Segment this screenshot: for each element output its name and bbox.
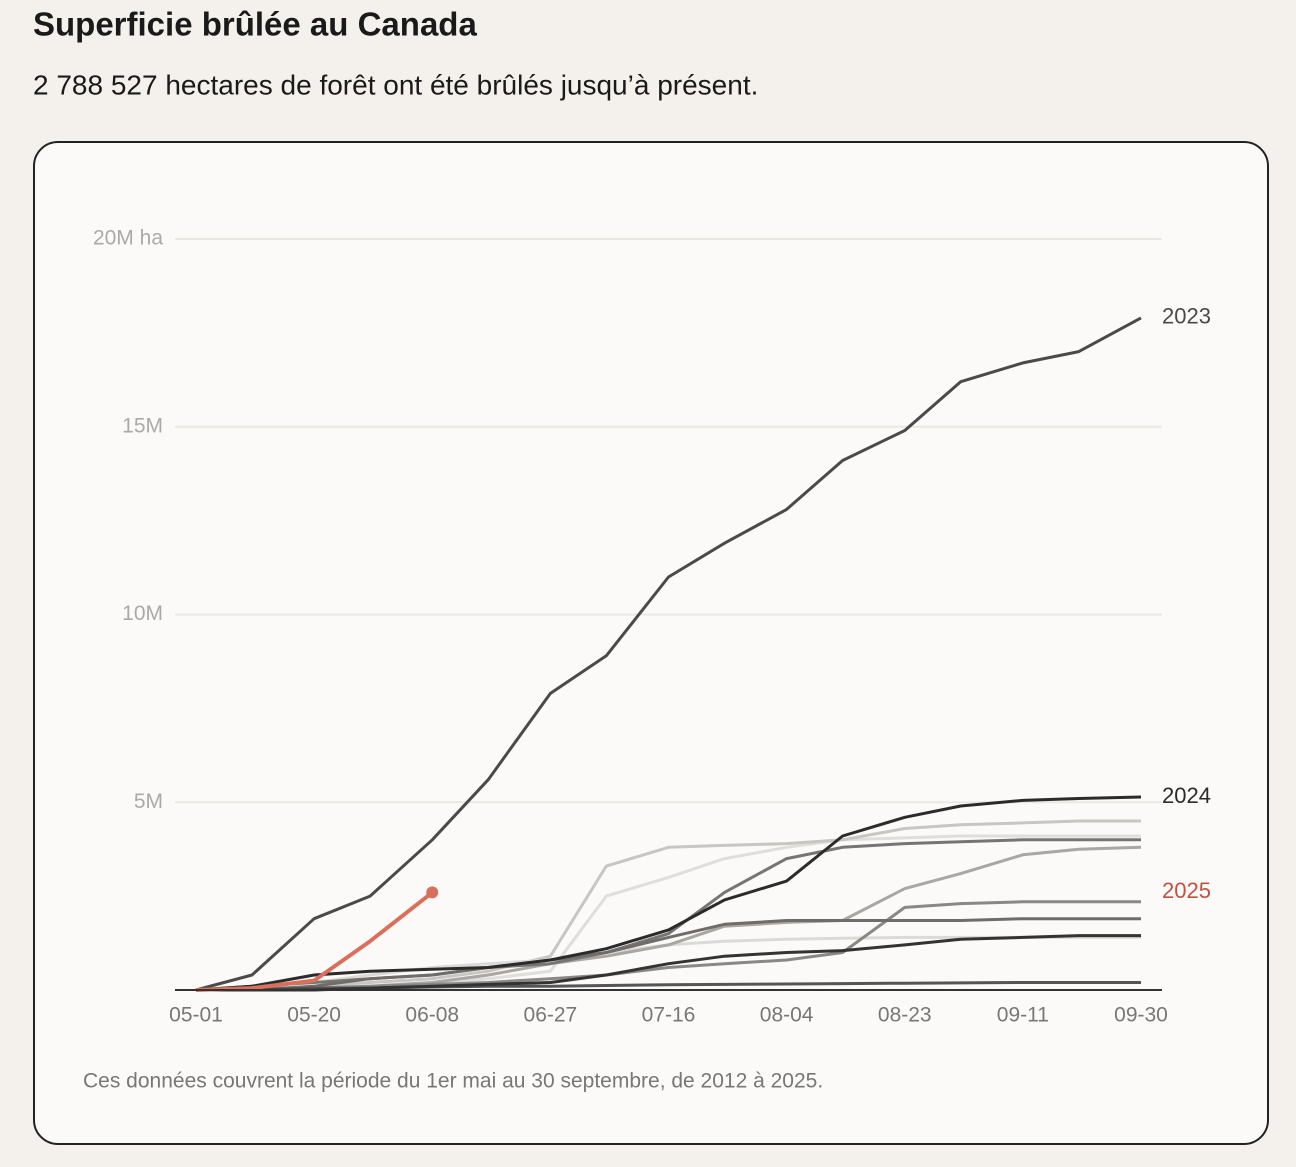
y-tick-label: 10M: [122, 602, 163, 625]
chart-note: Ces données couvrent la période du 1er m…: [83, 1070, 823, 1093]
series-label: 2023: [1162, 304, 1211, 329]
y-tick-label: 5M: [134, 790, 163, 813]
series-line: [195, 890, 434, 992]
x-tick-label: 05-20: [287, 1004, 341, 1027]
y-tick-label: 15M: [122, 414, 163, 437]
x-tick-label: 09-30: [1114, 1004, 1168, 1027]
series-line: [195, 316, 1142, 992]
x-tick-label: 08-04: [760, 1004, 814, 1027]
x-tick-label: 05-01: [169, 1004, 223, 1027]
x-tick-label: 07-16: [642, 1004, 696, 1027]
end-dot: [426, 886, 439, 899]
series-label: 2025: [1162, 878, 1211, 903]
series-line: [196, 934, 1141, 992]
x-tick-label: 06-08: [405, 1004, 459, 1027]
chart-title: Superficie brûlée au Canada: [33, 6, 477, 43]
x-tick-label: 09-11: [997, 1004, 1049, 1027]
chart-subtitle: 2 788 527 hectares de forêt ont été brûl…: [33, 69, 758, 100]
chart-card: [33, 141, 1269, 1145]
x-tick-label: 08-23: [878, 1004, 932, 1027]
series-label: 2024: [1162, 783, 1211, 808]
series-line: [195, 795, 1142, 992]
series-line: [196, 819, 1141, 992]
series-line: [196, 917, 1141, 992]
x-tick-label: 06-27: [524, 1004, 578, 1027]
y-tick-label: 20M ha: [93, 227, 163, 250]
